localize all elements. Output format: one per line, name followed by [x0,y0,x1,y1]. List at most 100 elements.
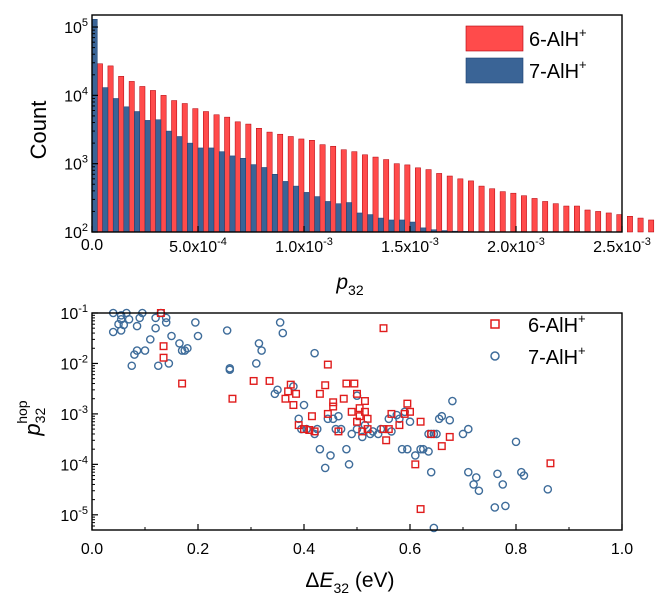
bar-7-alh [177,136,182,232]
point-7-alh [499,481,506,488]
point-6-alh [417,506,424,513]
bar-7-alh [346,203,351,232]
x-tick-label: 2.5x10-3 [593,236,651,256]
bar-6-alh [405,165,410,232]
point-7-alh [465,425,472,432]
bar-6-alh [97,64,102,232]
point-7-alh [133,322,140,329]
point-6-alh [282,395,289,402]
bar-6-alh [341,150,346,232]
point-7-alh [512,438,519,445]
point-7-alh [258,347,265,354]
point-6-alh [160,354,167,361]
bar-6-alh [172,101,177,232]
bar-7-alh [187,143,192,232]
bar-7-alh [410,222,415,232]
bar-6-alh [299,139,304,232]
point-7-alh [194,332,201,339]
bar-6-alh [150,90,155,232]
point-7-alh [176,340,183,347]
point-7-alh [449,397,456,404]
point-7-alh [404,446,411,453]
bar-6-alh [331,146,336,232]
bar-7-alh [134,112,139,232]
bar-6-alh [129,81,134,232]
bar-6-alh [479,186,484,232]
point-6-alh [351,380,358,387]
point-7-alh [168,332,175,339]
bar-7-alh [198,148,203,232]
point-7-alh [279,329,286,336]
point-6-alh [348,409,355,416]
scatter-panel: 0.0 0.2 0.4 0.6 0.8 1.010-510-410-310-210-1 p… [14,303,633,596]
bar-7-alh [262,167,267,232]
point-7-alh [502,502,509,509]
bar-7-alh [325,201,330,232]
bar-7-alh [283,181,288,232]
point-6-alh [309,413,316,420]
bar-7-alh [103,88,108,232]
bar-6-alh [140,86,145,232]
point-7-alh [465,469,472,476]
bar-6-alh [511,193,516,232]
bar-6-alh [415,168,420,232]
legend-label: 6-AlH+ [528,311,586,337]
bar-7-alh [357,213,362,232]
point-6-alh [330,403,337,410]
point-6-alh [380,325,387,332]
bar-7-alh [336,204,341,232]
x-tick-label: 0.6 [399,541,421,558]
point-6-alh [317,391,324,398]
point-6-alh [322,382,329,389]
bar-6-alh [278,134,283,232]
point-7-alh [163,319,170,326]
bar-7-alh [378,218,383,232]
x-tick-label: 1.0x10-3 [275,236,333,256]
bar-6-alh [585,210,590,232]
point-7-alh [192,319,199,326]
bar-6-alh [246,124,251,232]
bar-6-alh [182,103,187,232]
point-7-alh [412,452,419,459]
bar-6-alh [564,206,569,232]
scatter-points [110,309,554,531]
bar-6-alh [394,164,399,232]
point-7-alh [428,469,435,476]
legend-marker-square [491,320,499,328]
point-7-alh [311,350,318,357]
point-7-alh [494,470,501,477]
scatter-y-axis-label: p32hop [14,400,48,436]
histogram-bars [92,19,657,232]
bar-7-alh [240,158,245,232]
x-tick-label: 0.0 [81,237,103,254]
histogram-x-axis-label: p32 [335,271,363,298]
bar-6-alh [267,132,272,232]
bar-7-alh [293,186,298,232]
point-6-alh [330,399,337,406]
point-7-alh [322,464,329,471]
point-7-alh [128,362,135,369]
point-7-alh [327,452,334,459]
bar-7-alh [124,107,129,232]
point-7-alh [255,340,262,347]
point-7-alh [544,486,551,493]
point-7-alh [141,347,148,354]
bar-6-alh [490,189,495,232]
point-7-alh [253,360,260,367]
point-6-alh [383,437,390,444]
y-tick-label: 10-2 [60,353,88,373]
point-7-alh [446,417,453,424]
bar-7-alh [113,98,118,232]
bar-6-alh [384,160,389,232]
bar-6-alh [352,152,357,232]
x-tick-label: 0.4 [293,541,315,558]
point-6-alh [229,395,236,402]
bar-7-alh [209,148,214,232]
point-7-alh [152,325,159,332]
point-6-alh [446,434,453,441]
bar-7-alh [219,152,224,232]
point-6-alh [343,380,350,387]
bar-7-alh [92,19,97,232]
point-6-alh [412,461,419,468]
bar-6-alh [649,220,654,232]
